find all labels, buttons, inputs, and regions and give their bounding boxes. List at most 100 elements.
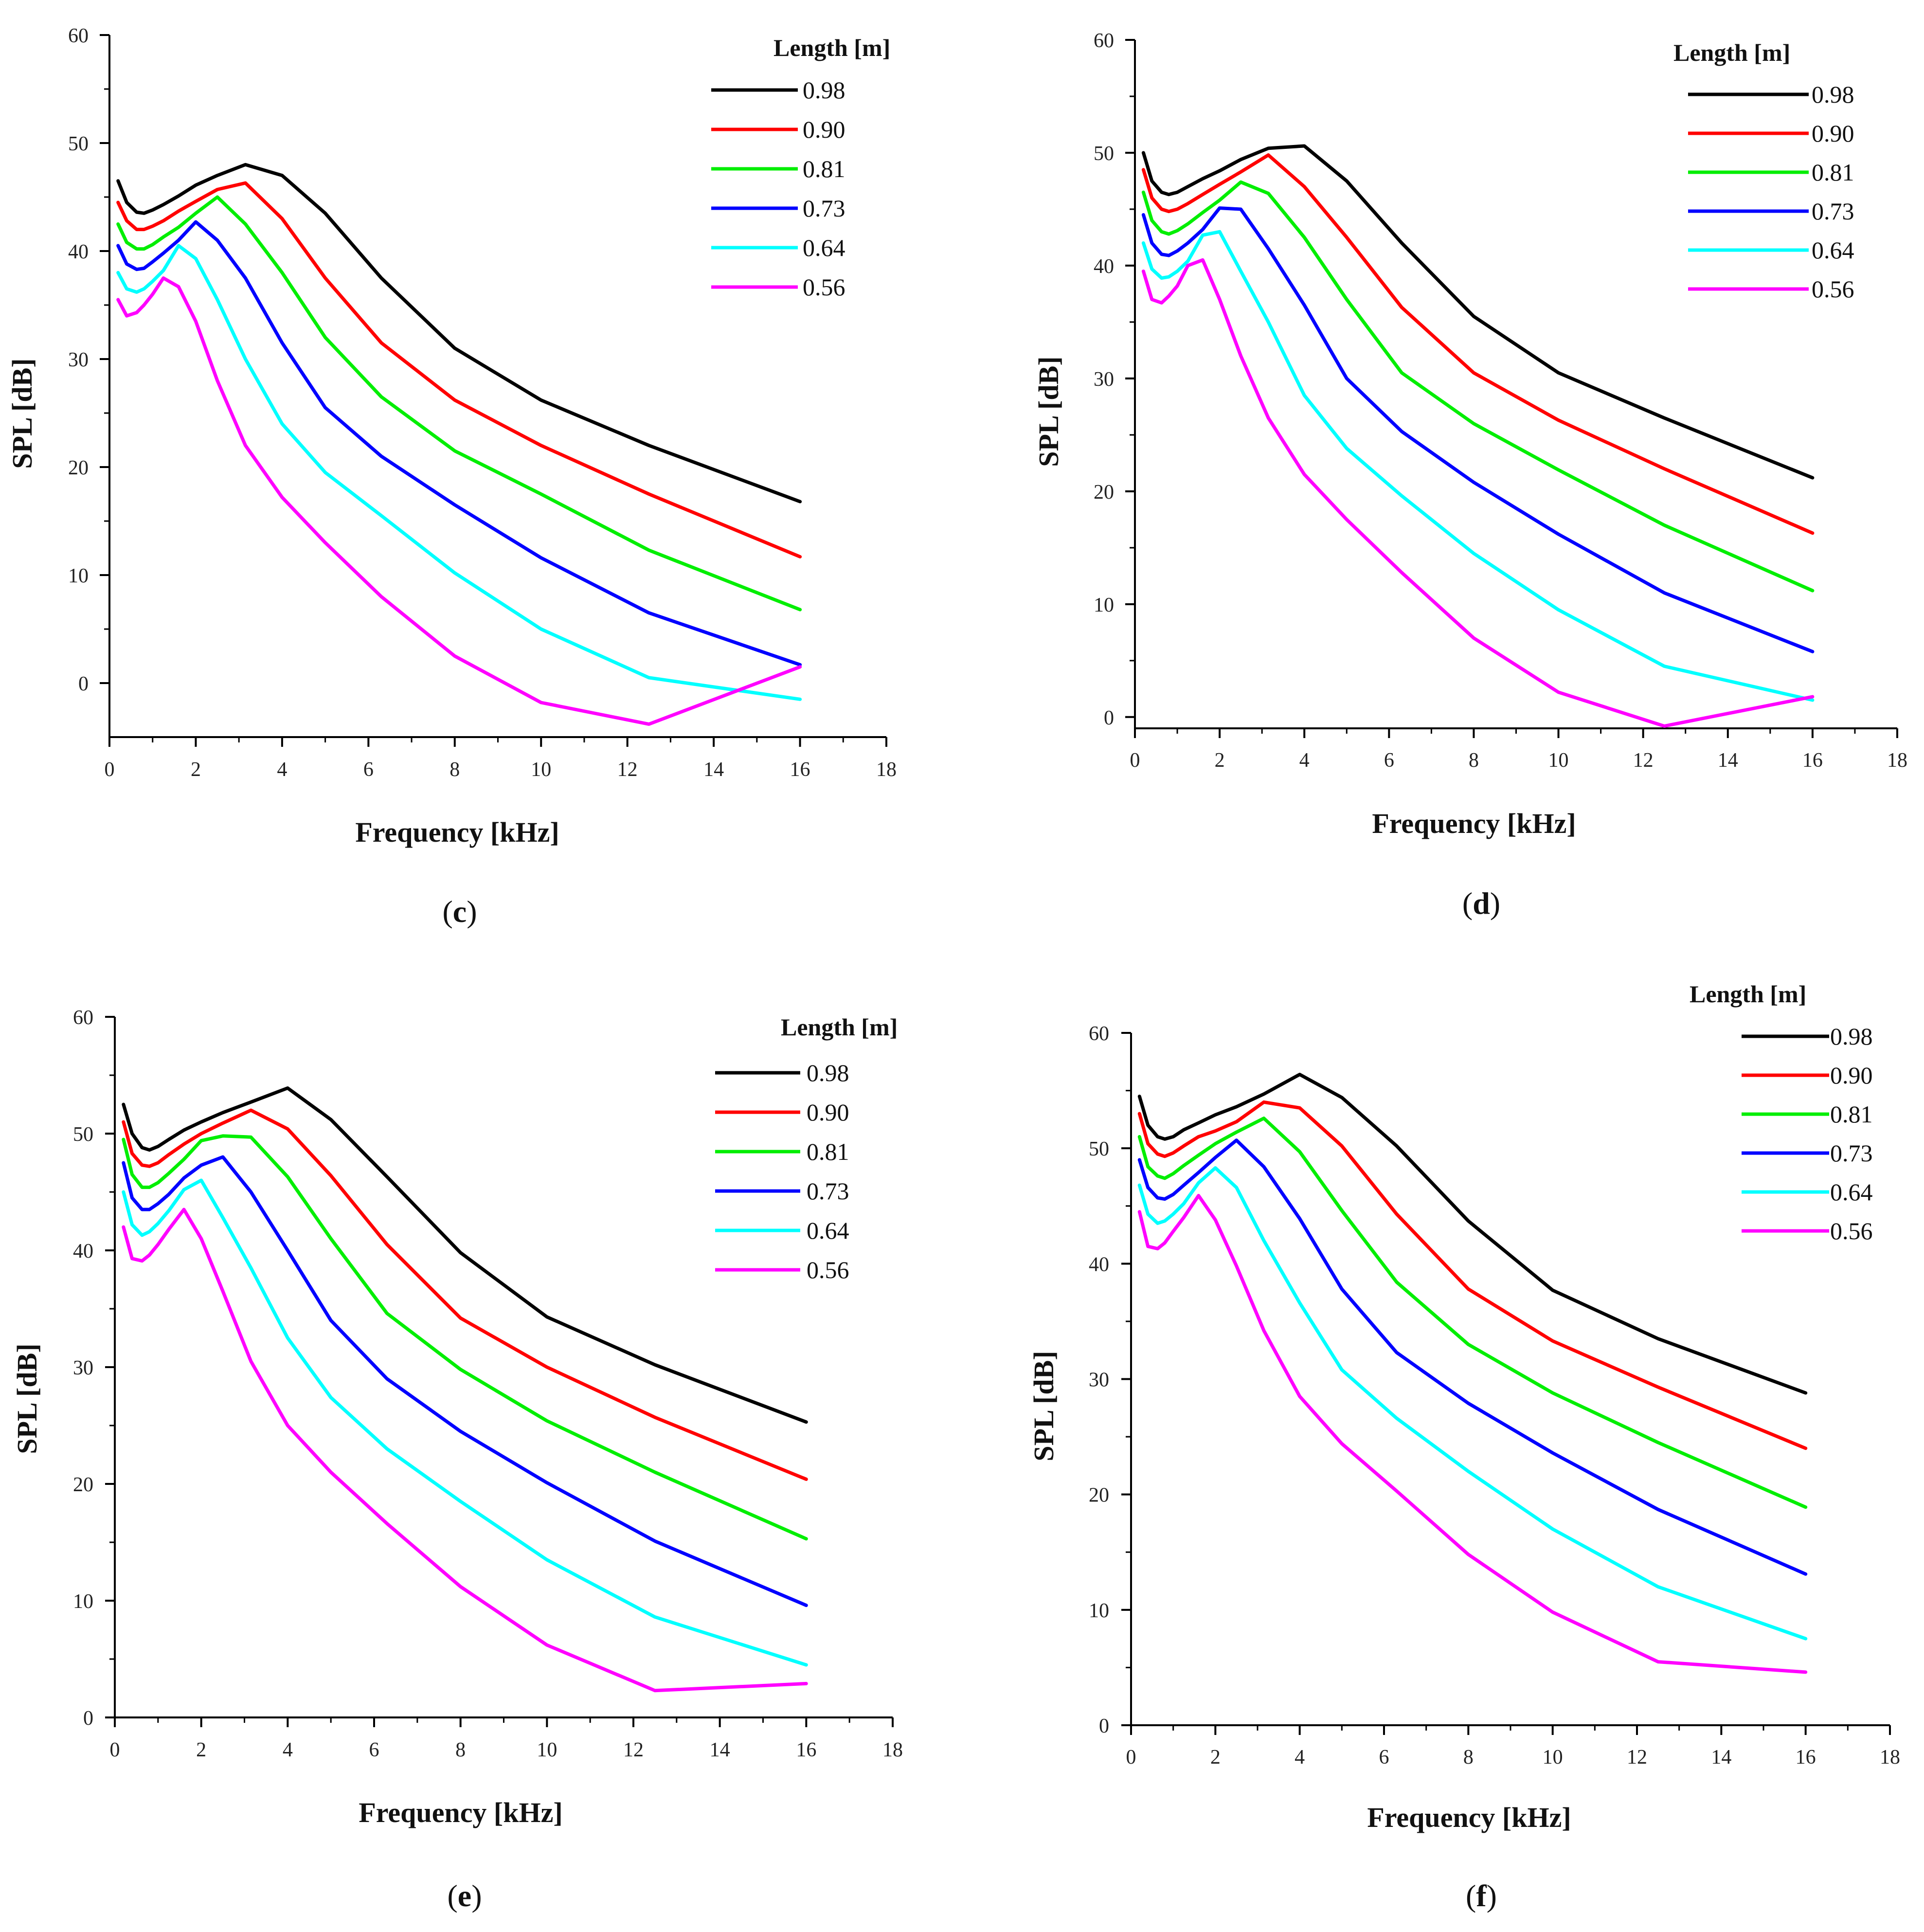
legend-label: 0.90 [803, 116, 845, 143]
x-tick-label: 8 [450, 758, 460, 781]
chart-panel-e: 0 2 4 6 8 10 12 14 16 18 0 10 20 30 40 50 60 Frequency [k… [11, 1007, 903, 1913]
legend-label: 0.73 [1812, 198, 1854, 225]
chart-panel-f: 0 2 4 6 8 10 12 14 16 18 0 10 20 30 40 50 60 Frequency [k… [1028, 980, 1900, 1913]
y-tick-label: 20 [1094, 481, 1114, 504]
x-tick-label: 16 [1802, 749, 1823, 772]
series-line-0.81 [1141, 180, 1815, 593]
x-tick-label: 0 [105, 758, 115, 781]
y-tick-label: 20 [1089, 1484, 1109, 1507]
x-axis-title: Frequency [kHz] [1367, 1802, 1571, 1833]
x-axis-title: Frequency [kHz] [359, 1797, 562, 1828]
x-tick-label: 14 [703, 758, 724, 781]
y-tick-label: 0 [78, 673, 89, 695]
y-tick-label: 30 [73, 1357, 93, 1379]
y-tick-label: 50 [73, 1123, 93, 1146]
series-line-0.56 [1141, 258, 1815, 728]
legend-title: Length [m] [1690, 980, 1806, 1008]
x-axis-title: Frequency [kHz] [1372, 808, 1576, 839]
series-line-0.73 [1137, 1138, 1808, 1576]
x-tick-label: 4 [1295, 1746, 1305, 1769]
x-tick-label: 8 [1463, 1746, 1474, 1769]
x-tick-label: 16 [796, 1739, 816, 1761]
legend: Length [m] 0.98 0.90 0.81 0.73 0.64 0.56 [711, 34, 890, 301]
x-tick-label: 4 [1299, 749, 1310, 772]
x-tick-label: 0 [110, 1739, 120, 1761]
x-tick-label: 10 [531, 758, 551, 781]
x-tick-label: 0 [1130, 749, 1140, 772]
legend-label: 0.56 [1812, 275, 1854, 303]
chart-panel-c: 0 2 4 6 8 10 12 14 16 18 0 10 20 30 40 50 60 Frequency [k… [6, 25, 897, 929]
legend-label: 0.73 [1830, 1139, 1873, 1167]
y-tick-label: 20 [73, 1474, 93, 1496]
legend-label: 0.73 [807, 1177, 849, 1205]
x-tick-label: 2 [1215, 749, 1225, 772]
y-tick-label: 0 [1104, 707, 1114, 729]
legend-label: 0.90 [807, 1099, 849, 1126]
x-tick-label: 16 [1796, 1746, 1816, 1769]
y-tick-label: 60 [73, 1007, 93, 1029]
x-tick-label: 4 [283, 1739, 293, 1761]
series-line-0.81 [1137, 1117, 1808, 1509]
series-line-0.98 [1141, 144, 1815, 480]
y-axis-title: SPL [dB] [11, 1343, 43, 1454]
x-tick-label: 6 [1379, 1746, 1389, 1769]
x-tick-label: 18 [1880, 1746, 1900, 1769]
series-line-0.90 [1137, 1100, 1808, 1450]
y-axis-title: SPL [dB] [1028, 1351, 1060, 1461]
legend-label: 0.64 [1830, 1178, 1873, 1206]
chart-panel-d: 0 2 4 6 8 10 12 14 16 18 0 10 20 30 40 50 60 Frequency [k… [1033, 30, 1907, 921]
x-tick-label: 12 [617, 758, 638, 781]
legend-label: 0.56 [807, 1256, 849, 1283]
legend-label: 0.56 [803, 273, 845, 301]
x-tick-label: 2 [196, 1739, 206, 1761]
x-tick-label: 18 [882, 1739, 903, 1761]
series-line-0.90 [122, 1108, 808, 1481]
legend-label: 0.81 [1830, 1101, 1873, 1128]
y-axis-title: SPL [dB] [1033, 356, 1064, 467]
x-tick-label: 4 [277, 758, 287, 781]
legend-label: 0.98 [803, 76, 845, 104]
legend-label: 0.90 [1812, 120, 1854, 147]
series-line-0.81 [122, 1134, 808, 1541]
series-line-0.64 [1137, 1166, 1808, 1641]
legend-title: Length [m] [1673, 39, 1790, 66]
y-tick-label: 10 [68, 565, 89, 587]
series-line-0.81 [116, 195, 802, 612]
panel-caption: (f) [1466, 1878, 1497, 1913]
x-tick-label: 10 [537, 1739, 557, 1761]
series-line-0.73 [1141, 206, 1815, 653]
series-line-0.56 [122, 1208, 808, 1693]
x-tick-label: 6 [369, 1739, 379, 1761]
y-tick-label: 60 [68, 25, 89, 47]
y-tick-label: 60 [1089, 1023, 1109, 1045]
series-line-0.98 [1137, 1072, 1808, 1395]
y-tick-label: 50 [1089, 1138, 1109, 1160]
panel-caption: (c) [442, 894, 477, 929]
x-tick-label: 18 [1887, 749, 1907, 772]
legend: Length [m] 0.98 0.90 0.81 0.73 0.64 0.56 [1673, 39, 1854, 303]
series-line-0.56 [1137, 1193, 1808, 1674]
legend-label: 0.64 [807, 1217, 849, 1244]
x-tick-label: 14 [1711, 1746, 1731, 1769]
y-tick-label: 30 [1094, 368, 1114, 391]
y-tick-label: 10 [1089, 1600, 1109, 1622]
x-tick-label: 12 [623, 1739, 644, 1761]
panel-caption: (e) [447, 1878, 482, 1913]
y-tick-label: 40 [1089, 1253, 1109, 1276]
series-line-0.64 [1141, 230, 1815, 702]
legend-label: 0.90 [1830, 1062, 1873, 1089]
legend-label: 0.64 [803, 234, 845, 261]
x-tick-label: 14 [710, 1739, 730, 1761]
series-line-0.73 [116, 220, 802, 667]
series-line-0.73 [122, 1155, 808, 1607]
series-line-0.56 [116, 276, 802, 726]
y-tick-label: 50 [1094, 143, 1114, 165]
x-tick-label: 10 [1548, 749, 1569, 772]
y-tick-label: 40 [1094, 255, 1114, 278]
legend-label: 0.64 [1812, 236, 1854, 264]
series-line-0.64 [116, 244, 802, 701]
panel-caption: (d) [1462, 886, 1500, 921]
legend-label: 0.98 [1812, 81, 1854, 108]
y-tick-label: 40 [68, 241, 89, 263]
